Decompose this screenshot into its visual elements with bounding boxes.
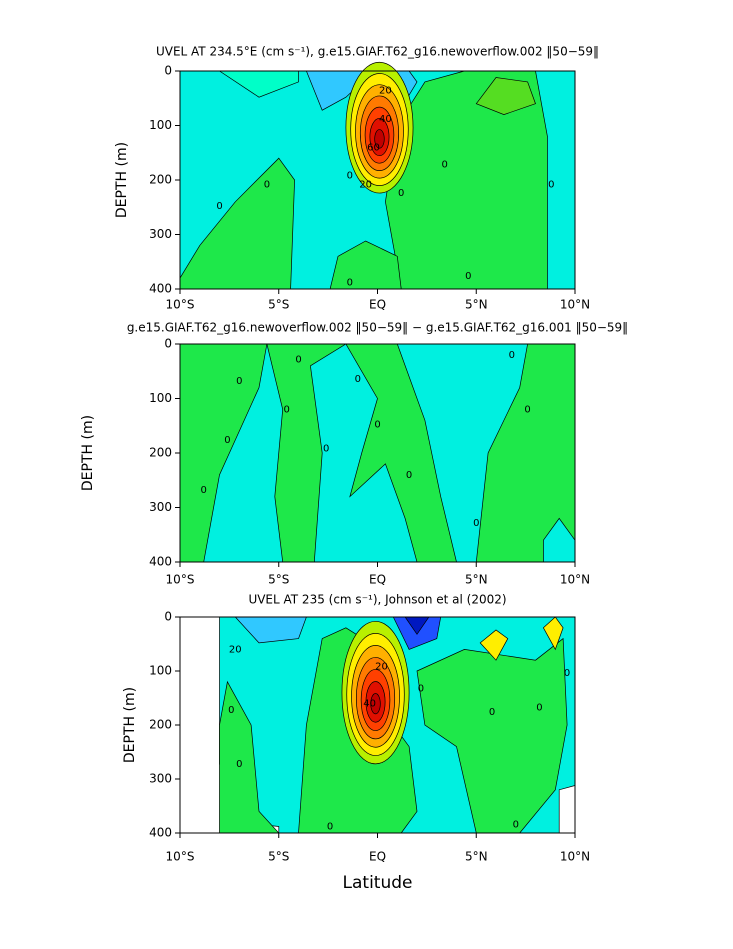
contour-label: 0 bbox=[347, 277, 353, 288]
contour-label: 0 bbox=[355, 374, 361, 385]
y-tick-label: 100 bbox=[149, 391, 172, 405]
contour-label: 0 bbox=[524, 404, 530, 415]
contour-label: 40 bbox=[363, 698, 376, 709]
contour-label: 20 bbox=[359, 179, 372, 190]
contour-label: 0 bbox=[347, 171, 353, 182]
contour-label: 0 bbox=[283, 404, 289, 415]
x-tick-label: 10°N bbox=[560, 573, 590, 587]
contour-region bbox=[416, 637, 568, 834]
contour-label: 0 bbox=[441, 160, 447, 171]
y-tick-label: 300 bbox=[149, 500, 172, 514]
panel-title: UVEL AT 234.5°E (cm s⁻¹), g.e15.GIAF.T62… bbox=[156, 45, 599, 59]
contour-label: 0 bbox=[489, 707, 495, 718]
y-tick-label: 0 bbox=[164, 337, 172, 351]
x-axis-label: Latitude bbox=[343, 873, 413, 893]
y-tick-label: 300 bbox=[149, 227, 172, 241]
contour-label: 0 bbox=[513, 819, 519, 830]
contour-label: 0 bbox=[406, 470, 412, 481]
y-tick-label: 200 bbox=[149, 173, 172, 187]
contour-region bbox=[558, 785, 576, 834]
panel: 0 0 0 0 0 0 0 0 0 0 0 0 g.e15.GIAF.T62_g16.newoverfl… bbox=[80, 321, 628, 587]
y-tick-label: 200 bbox=[149, 446, 172, 460]
contour-label: 0 bbox=[473, 518, 479, 529]
x-tick-label: EQ bbox=[369, 850, 386, 864]
y-tick-label: 0 bbox=[164, 64, 172, 78]
contour-label: 0 bbox=[236, 759, 242, 770]
contour-label: 0 bbox=[228, 705, 234, 716]
contour-label: 0 bbox=[236, 376, 242, 387]
contour-label: 0 bbox=[548, 179, 554, 190]
panel-title: g.e15.GIAF.T62_g16.newoverflow.002 ‖50−5… bbox=[127, 321, 628, 335]
y-tick-label: 100 bbox=[149, 118, 172, 132]
contour-label: 0 bbox=[323, 444, 329, 455]
contour-label: 0 bbox=[201, 485, 207, 496]
contour-label: 0 bbox=[327, 822, 333, 833]
x-tick-label: 5°N bbox=[465, 298, 488, 312]
x-tick-label: 10°S bbox=[166, 573, 195, 587]
contour-region bbox=[479, 629, 509, 661]
contour-label: 0 bbox=[465, 271, 471, 282]
contour-region bbox=[475, 77, 536, 115]
contour-label: 0 bbox=[295, 354, 301, 365]
contour-region bbox=[310, 343, 418, 563]
contour-label: 20 bbox=[379, 86, 392, 97]
x-tick-label: 5°N bbox=[465, 573, 488, 587]
contour-region bbox=[203, 343, 284, 563]
y-tick-label: 400 bbox=[149, 282, 172, 296]
y-tick-label: 100 bbox=[149, 664, 172, 678]
contour-label: 0 bbox=[536, 703, 542, 714]
x-tick-label: 10°N bbox=[560, 298, 590, 312]
x-tick-label: EQ bbox=[369, 298, 386, 312]
contour-label: 60 bbox=[367, 142, 380, 153]
y-tick-label: 300 bbox=[149, 772, 172, 786]
y-axis-label: DEPTH (m) bbox=[114, 142, 130, 218]
x-tick-label: EQ bbox=[369, 573, 386, 587]
x-tick-label: 5°S bbox=[268, 573, 289, 587]
contour-region bbox=[370, 693, 381, 715]
contour-label: 20 bbox=[375, 662, 388, 673]
contour-label: 0 bbox=[564, 668, 570, 679]
contour-label: 0 bbox=[509, 350, 515, 361]
y-tick-label: 400 bbox=[149, 826, 172, 840]
x-tick-label: 10°N bbox=[560, 850, 590, 864]
contour-label: 0 bbox=[418, 683, 424, 694]
x-tick-label: 10°S bbox=[166, 298, 195, 312]
contour-region bbox=[374, 129, 385, 149]
x-tick-label: 10°S bbox=[166, 850, 195, 864]
y-axis-label: DEPTH (m) bbox=[122, 687, 138, 763]
contour-label: 0 bbox=[216, 201, 222, 212]
contour-label: 0 bbox=[224, 435, 230, 446]
y-tick-label: 200 bbox=[149, 718, 172, 732]
contour-region bbox=[542, 616, 564, 651]
y-tick-label: 400 bbox=[149, 555, 172, 569]
y-tick-label: 0 bbox=[164, 610, 172, 624]
contour-label: 20 bbox=[229, 644, 242, 655]
contour-label: 0 bbox=[374, 420, 380, 431]
contour-label: 0 bbox=[264, 179, 270, 190]
x-tick-label: 5°N bbox=[465, 850, 488, 864]
y-axis-label: DEPTH (m) bbox=[80, 415, 96, 491]
x-tick-label: 5°S bbox=[268, 298, 289, 312]
panel-title: UVEL AT 235 (cm s⁻¹), Johnson et al (200… bbox=[248, 593, 506, 607]
x-tick-label: 5°S bbox=[268, 850, 289, 864]
contour-label: 40 bbox=[379, 114, 392, 125]
contour-label: 0 bbox=[398, 188, 404, 199]
